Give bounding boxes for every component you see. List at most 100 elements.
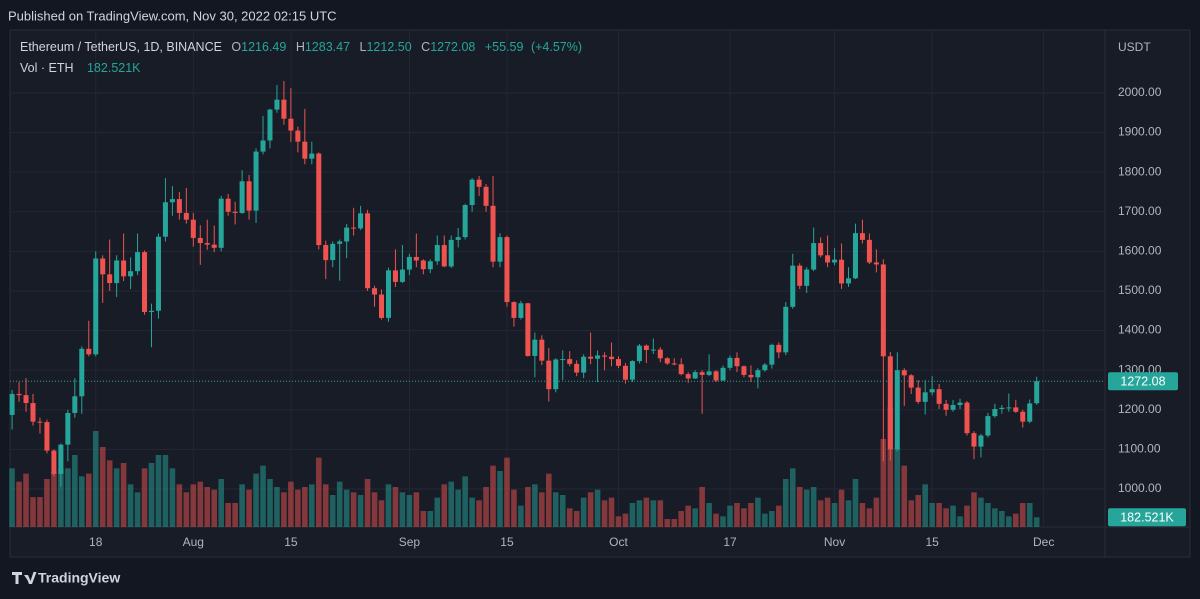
candle-body bbox=[142, 252, 148, 312]
volume-bar bbox=[1026, 503, 1033, 527]
volume-bar bbox=[699, 487, 705, 527]
candle-body bbox=[107, 274, 113, 284]
candle-body bbox=[922, 392, 928, 402]
published-note: Published on TradingView.com, Nov 30, 20… bbox=[8, 8, 337, 23]
chart-title: Ethereum / TetherUS, 1D, BINANCE bbox=[20, 40, 222, 54]
volume-bar bbox=[992, 508, 998, 527]
volume-bar bbox=[225, 503, 231, 527]
candle-body bbox=[845, 278, 852, 284]
candle-body bbox=[406, 256, 412, 270]
candle-body bbox=[978, 435, 984, 447]
volume-bar bbox=[309, 484, 315, 527]
candle-body bbox=[462, 205, 468, 238]
ohlc-label: C bbox=[421, 40, 430, 54]
volume-bar bbox=[824, 497, 831, 527]
volume-bar bbox=[866, 508, 873, 527]
volume-bar bbox=[246, 489, 252, 527]
volume-bar bbox=[504, 457, 510, 527]
volume-bar bbox=[155, 455, 162, 527]
candle-body bbox=[734, 357, 740, 367]
volume-bar bbox=[357, 495, 364, 527]
volume-bar bbox=[957, 516, 963, 527]
volume-bar bbox=[72, 455, 78, 527]
volume-bar bbox=[127, 484, 134, 527]
volume-bar bbox=[594, 489, 601, 527]
candle-body bbox=[58, 444, 64, 474]
volume-bar bbox=[92, 431, 99, 527]
volume-bar bbox=[1019, 503, 1026, 527]
candle-body bbox=[685, 374, 691, 379]
volume-bar bbox=[9, 468, 15, 527]
y-tick-label: 1000.00 bbox=[1118, 481, 1162, 495]
candle-body bbox=[1006, 407, 1012, 409]
candle-body bbox=[797, 265, 803, 286]
volume-bar bbox=[462, 476, 468, 527]
volume-bar bbox=[838, 489, 845, 527]
volume-bar bbox=[922, 484, 928, 527]
candle-body bbox=[873, 262, 879, 265]
candle-body bbox=[225, 198, 231, 212]
volume-bar bbox=[134, 492, 141, 527]
candle-body bbox=[650, 349, 656, 351]
candle-body bbox=[260, 140, 266, 152]
candle-body bbox=[936, 389, 942, 404]
volume-bar bbox=[845, 500, 852, 527]
y-tick-label: 1200.00 bbox=[1118, 402, 1162, 416]
candle-body bbox=[218, 198, 224, 248]
volume-bar bbox=[587, 492, 594, 527]
volume-bar bbox=[455, 489, 461, 527]
volume-bar bbox=[162, 455, 169, 527]
volume-bar bbox=[16, 481, 22, 527]
volume-bar bbox=[343, 489, 350, 527]
candle-body bbox=[825, 255, 831, 263]
candle-body bbox=[330, 243, 336, 261]
candle-body bbox=[699, 372, 705, 375]
candle-body bbox=[309, 153, 315, 159]
candle-body bbox=[211, 244, 217, 248]
candle-body bbox=[574, 363, 580, 373]
legend: Ethereum / TetherUS, 1D, BINANCE O1216.4… bbox=[20, 40, 582, 54]
volume-bar bbox=[971, 492, 977, 527]
volume-bar bbox=[99, 447, 106, 527]
volume-bar bbox=[322, 484, 329, 527]
candle-body bbox=[560, 359, 566, 361]
candle-body bbox=[469, 179, 475, 206]
volume-bar bbox=[643, 497, 650, 527]
ohlc-label: O bbox=[231, 40, 241, 54]
x-tick-label: 18 bbox=[89, 535, 103, 549]
candle-body bbox=[72, 396, 78, 413]
candle-body bbox=[23, 395, 29, 404]
volume-bar bbox=[539, 492, 545, 527]
candle-body bbox=[783, 306, 789, 353]
volume-bar bbox=[106, 460, 113, 527]
candle-body bbox=[546, 360, 552, 390]
volume-bar bbox=[859, 503, 866, 527]
x-tick-label: 15 bbox=[284, 535, 298, 549]
volume-bar bbox=[260, 465, 266, 527]
volume-bar bbox=[329, 495, 336, 527]
candle-body bbox=[295, 130, 301, 142]
volume-bar bbox=[852, 479, 859, 527]
candle-body bbox=[30, 403, 36, 422]
volume-bar bbox=[671, 519, 678, 527]
volume-bar bbox=[85, 473, 92, 527]
volume-bar bbox=[873, 497, 880, 527]
candle-body bbox=[148, 310, 155, 312]
candle-body bbox=[727, 357, 733, 368]
brand: TradingView bbox=[38, 570, 120, 586]
y-tick-label: 1600.00 bbox=[1118, 244, 1162, 258]
volume-name: Vol · ETH bbox=[20, 61, 74, 75]
x-tick-label: 15 bbox=[925, 535, 939, 549]
candle-body bbox=[581, 356, 587, 373]
candle-body bbox=[378, 294, 385, 318]
volume-bar bbox=[776, 505, 782, 527]
volume-legend: Vol · ETH 182.521K bbox=[20, 61, 141, 75]
volume-badge bbox=[1108, 508, 1186, 527]
volume-bar bbox=[378, 500, 385, 527]
candle-body bbox=[476, 179, 482, 187]
candle-body bbox=[929, 389, 935, 393]
volume-bar bbox=[79, 476, 85, 527]
candle-body bbox=[281, 99, 287, 119]
volume-bar bbox=[239, 484, 245, 527]
candle-body bbox=[441, 245, 447, 267]
